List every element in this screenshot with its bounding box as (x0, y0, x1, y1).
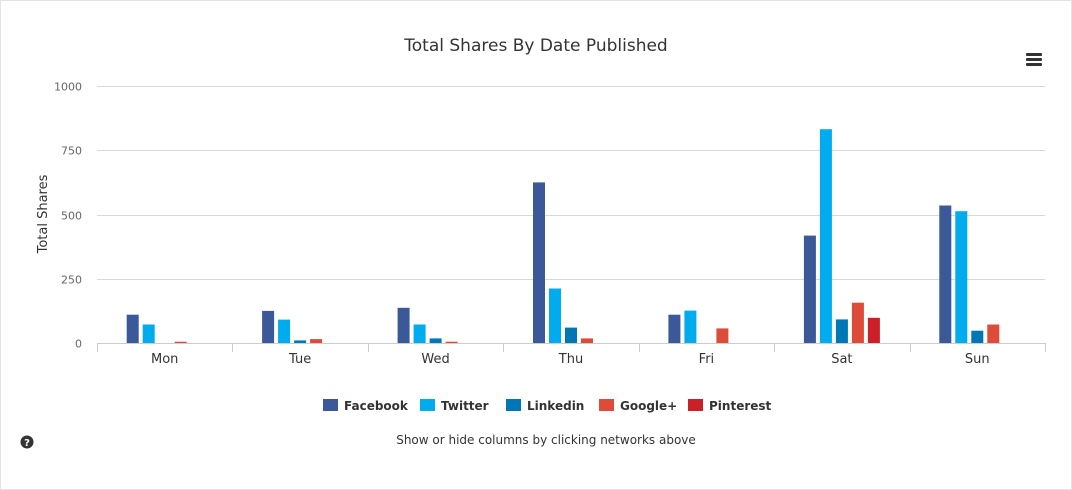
chart-menu-button[interactable] (1019, 47, 1047, 71)
bar-pinterest-sat (867, 317, 880, 343)
legend-item-twitter[interactable]: Twitter (420, 399, 489, 413)
x-tick-label: Sun (965, 352, 990, 367)
bar-linkedin-sun (971, 330, 984, 343)
y-tick-label: 500 (61, 210, 82, 223)
bar-twitter-sun (955, 211, 968, 343)
legend-item-pinterest[interactable]: Pinterest (688, 399, 772, 413)
y-axis-ticks: 0 250 500 750 1000 (54, 81, 82, 351)
x-tick-label: Tue (288, 352, 311, 367)
chart-caption: Show or hide columns by clicking network… (396, 433, 696, 447)
x-tick-label: Wed (421, 352, 449, 367)
bar-facebook-fri (668, 314, 681, 343)
bar-twitter-fri (684, 310, 697, 343)
bar-facebook-sun (939, 205, 952, 343)
bar-google--thu (581, 338, 593, 343)
legend-label[interactable]: Twitter (441, 399, 489, 413)
chart-title: Total Shares By Date Published (403, 36, 667, 56)
x-tick-label: Sat (831, 352, 852, 367)
bar-linkedin-tue (294, 340, 307, 343)
bar-facebook-sat (803, 235, 816, 343)
legend-swatch[interactable] (420, 399, 435, 411)
bar-google--sun (987, 324, 1000, 343)
bar-twitter-sat (819, 129, 832, 343)
bar-twitter-mon (142, 324, 155, 343)
legend-label[interactable]: Linkedin (527, 399, 584, 413)
legend: Facebook Twitter Linkedin Google+ Pinterest (323, 399, 772, 413)
y-axis-label: Total Shares (36, 174, 51, 254)
bar-linkedin-thu (565, 327, 577, 343)
legend-label[interactable]: Facebook (344, 399, 409, 413)
bars (126, 129, 1000, 343)
x-tick-label: Thu (558, 352, 583, 367)
legend-swatch[interactable] (599, 399, 614, 411)
y-tick-label: 250 (61, 274, 82, 287)
bar-google--fri (716, 328, 729, 343)
legend-swatch[interactable] (506, 399, 521, 411)
legend-swatch[interactable] (688, 399, 703, 411)
bar-facebook-thu (533, 182, 545, 343)
bar-google--wed (445, 341, 458, 343)
bar-twitter-tue (278, 319, 291, 343)
bar-facebook-tue (262, 310, 275, 343)
y-tick-label: 0 (75, 338, 82, 351)
legend-label[interactable]: Pinterest (709, 399, 772, 413)
bar-google--mon (174, 341, 187, 343)
bar-facebook-wed (397, 307, 410, 343)
x-axis: Mon Tue Wed Thu Fri Sat Sun (97, 343, 1046, 367)
bar-google--tue (310, 339, 323, 343)
x-tick-label: Fri (699, 352, 715, 367)
legend-item-facebook[interactable]: Facebook (323, 399, 409, 413)
gridlines (97, 86, 1045, 280)
y-tick-label: 750 (61, 145, 82, 158)
question-circle-icon[interactable]: ? (20, 435, 34, 450)
bar-twitter-thu (549, 288, 561, 343)
bar-linkedin-wed (429, 338, 442, 343)
bar-facebook-mon (126, 314, 139, 343)
svg-text:?: ? (24, 438, 30, 449)
legend-label[interactable]: Google+ (620, 399, 677, 413)
hamburger-menu-icon[interactable] (1026, 53, 1042, 66)
x-tick-label: Mon (151, 352, 178, 367)
y-tick-label: 1000 (54, 81, 82, 94)
legend-swatch[interactable] (323, 399, 338, 411)
bar-twitter-wed (413, 324, 426, 343)
legend-item-linkedin[interactable]: Linkedin (506, 399, 584, 413)
legend-item-google-[interactable]: Google+ (599, 399, 677, 413)
bar-google--sat (851, 302, 864, 343)
bar-linkedin-sat (835, 319, 848, 343)
